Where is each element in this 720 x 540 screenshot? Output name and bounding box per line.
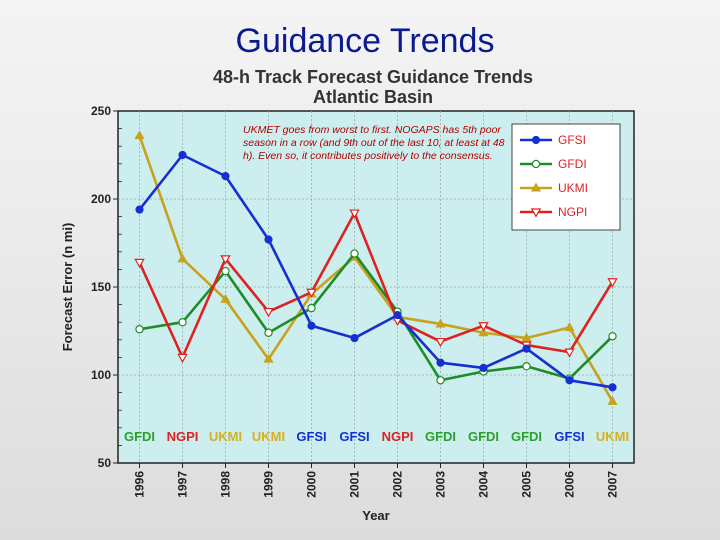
best-model-label: NGPI	[167, 429, 199, 444]
point-gfsi	[221, 172, 230, 181]
series-line-gfsi	[138, 153, 613, 389]
point-gfdi	[178, 318, 187, 327]
x-tick-label: 1997	[176, 471, 190, 498]
point-gfsi	[608, 383, 617, 392]
point-ngpi	[478, 322, 489, 332]
point-ngpi	[306, 288, 317, 298]
legend-label-ngpi: NGPI	[558, 205, 587, 219]
slide-title: Guidance Trends	[235, 22, 495, 60]
point-ukmi	[220, 293, 231, 303]
best-model-labels: GFDI NGPI UKMI UKMI GFSI GFSI NGPI GFDI GFDI GFDI…	[124, 429, 629, 444]
series-line-ukmi	[138, 135, 614, 403]
point-ngpi	[263, 308, 274, 318]
point-gfsi	[522, 344, 531, 353]
point-gfsi	[393, 311, 402, 320]
point-gfsi	[307, 321, 316, 330]
x-tick-label: 2000	[305, 471, 319, 498]
point-ukmi	[435, 318, 446, 328]
annotation-box: UKMET goes from worst to first. NOGAPS h…	[243, 124, 505, 162]
point-ngpi	[349, 209, 360, 219]
point-gfsi	[264, 235, 273, 244]
point-ngpi	[177, 353, 188, 364]
point-gfsi	[436, 358, 445, 367]
point-ukmi	[564, 322, 575, 331]
point-ngpi	[564, 348, 575, 358]
x-tick-label: 2001	[348, 471, 362, 498]
chart-title: 48-h Track Forecast Guidance Trends	[213, 67, 533, 87]
x-tick-label: 2005	[520, 471, 534, 498]
point-ukmi	[607, 395, 618, 405]
point-ngpi	[435, 337, 446, 348]
point-ukmi	[177, 253, 188, 263]
y-tick-label: 150	[91, 280, 111, 294]
best-model-label: GFDI	[425, 429, 456, 444]
best-model-label: GFSI	[554, 429, 584, 444]
point-gfdi	[264, 328, 273, 337]
point-ngpi	[134, 258, 145, 268]
y-tick-label: 100	[91, 368, 111, 382]
point-gfdi	[135, 325, 144, 334]
point-gfsi	[350, 333, 359, 343]
point-ukmi	[478, 327, 489, 337]
best-model-label: UKMI	[596, 429, 629, 444]
best-model-label: UKMI	[209, 429, 242, 444]
point-gfsi	[178, 150, 187, 160]
point-gfsi	[479, 363, 488, 373]
point-ukmi	[134, 130, 145, 140]
legend-label-gfsi: GFSI	[558, 133, 586, 147]
best-model-label: GFDI	[511, 429, 542, 444]
x-tick-label: 2002	[391, 471, 405, 498]
x-tick-label: 2003	[434, 471, 448, 498]
best-model-label: GFDI	[124, 429, 155, 444]
y-axis-ticks: 50 100 150 200 250	[91, 104, 122, 470]
legend-marker-gfdi	[531, 159, 541, 169]
best-model-label: GFDI	[468, 429, 499, 444]
best-model-label: UKMI	[252, 429, 285, 444]
point-gfdi	[307, 303, 316, 313]
best-model-label: GFSI	[296, 429, 326, 444]
point-gfdi	[608, 332, 617, 341]
x-tick-label: 2004	[477, 471, 491, 498]
x-tick-label: 2007	[606, 471, 620, 498]
legend-marker-ngpi	[530, 208, 542, 218]
legend: GFSI GFDI UKMI NGPI	[511, 123, 621, 231]
x-tick-label: 2006	[563, 471, 577, 498]
point-gfsi	[565, 376, 574, 385]
y-tick-label: 50	[98, 456, 112, 470]
point-gfdi	[436, 376, 445, 385]
chart-subtitle: Atlantic Basin	[313, 87, 433, 107]
x-tick-label: 1999	[262, 471, 276, 498]
point-gfdi	[522, 362, 531, 371]
legend-label-gfdi: GFDI	[558, 157, 587, 171]
legend-marker-gfsi	[531, 135, 541, 145]
point-gfdi	[221, 266, 230, 276]
legend-label-ukmi: UKMI	[558, 181, 588, 195]
point-ukmi	[521, 332, 532, 342]
series-group	[134, 130, 618, 405]
annotation-text: UKMET goes from worst to first. NOGAPS h…	[243, 124, 505, 162]
x-axis-label: Year	[362, 508, 389, 523]
y-tick-label: 250	[91, 104, 111, 118]
x-tick-label: 1998	[219, 471, 233, 498]
best-model-label: NGPI	[382, 429, 414, 444]
series-line-ngpi	[138, 211, 614, 359]
series-line-gfdi	[139, 252, 614, 382]
x-tick-label: 1996	[133, 471, 147, 498]
point-gfdi	[350, 249, 359, 258]
x-axis-ticks: 1996 1997 1998 1999 2000 2001 2002 2003 2004 2005…	[133, 463, 620, 498]
point-ukmi	[263, 353, 274, 363]
point-ngpi	[220, 255, 231, 265]
point-ngpi	[607, 278, 618, 288]
y-tick-label: 200	[91, 192, 111, 206]
legend-marker-ukmi	[530, 182, 542, 192]
y-axis-label: Forecast Error (n mi)	[60, 223, 75, 352]
point-gfsi	[135, 205, 144, 214]
best-model-label: GFSI	[339, 429, 369, 444]
